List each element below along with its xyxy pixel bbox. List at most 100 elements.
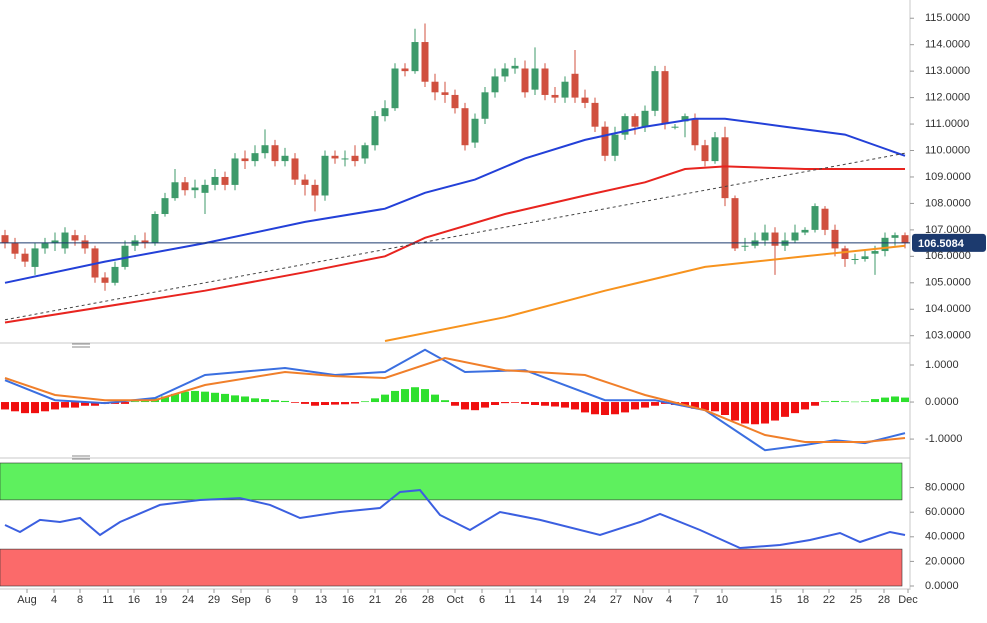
candle-body <box>571 73 579 98</box>
trend-line <box>4 152 906 321</box>
y-tick-label: 108.0000 <box>925 197 971 209</box>
x-tick-label: 4 <box>51 594 57 606</box>
histogram-bar <box>291 402 299 403</box>
candle-body <box>211 176 219 185</box>
x-tick-label: 16 <box>128 594 140 606</box>
histogram-bar <box>161 396 169 403</box>
candle-body <box>51 240 59 244</box>
candle-body <box>271 145 279 162</box>
histogram-bar <box>651 402 659 406</box>
x-tick-label: 18 <box>797 594 809 606</box>
histogram-bar <box>871 399 879 403</box>
histogram-bar <box>171 393 179 403</box>
last-price-label: 106.5084 <box>918 238 965 250</box>
histogram-bar <box>261 399 269 403</box>
candle-body <box>181 182 189 191</box>
candle-body <box>701 145 709 162</box>
candle-body <box>881 237 889 252</box>
y-tick-label: 105.0000 <box>925 277 971 289</box>
candle-body <box>621 116 629 135</box>
indicator-line <box>384 244 906 342</box>
candle-body <box>631 116 639 127</box>
histogram-bar <box>861 401 869 403</box>
candle-body <box>591 102 599 127</box>
candle-body <box>711 137 719 162</box>
x-tick-label: 28 <box>422 594 434 606</box>
candle-body <box>191 187 199 191</box>
candle-body <box>861 256 869 259</box>
histogram-bar <box>501 402 509 404</box>
rsi-zone <box>0 462 903 501</box>
candle-body <box>831 229 839 249</box>
histogram-bar <box>421 389 429 403</box>
candle-body <box>161 198 169 215</box>
x-tick-label: 9 <box>292 594 298 606</box>
histogram-bar <box>441 400 449 403</box>
histogram-bar <box>831 400 839 403</box>
x-tick-label: Aug <box>17 594 37 606</box>
histogram-bar <box>271 400 279 403</box>
histogram-bar <box>201 391 209 403</box>
candle-body <box>551 94 559 98</box>
x-tick-label: 14 <box>530 594 542 606</box>
candle-body <box>491 76 499 93</box>
candle-body <box>381 108 389 117</box>
histogram-bar <box>11 402 19 412</box>
candle-body <box>641 110 649 127</box>
candle-body <box>1 235 9 244</box>
candle-body <box>81 240 89 249</box>
x-tick-label: 29 <box>208 594 220 606</box>
histogram-bar <box>711 402 719 412</box>
candle-body <box>261 145 269 154</box>
candle-body <box>231 158 239 185</box>
histogram-bar <box>811 402 819 406</box>
x-tick-label: Sep <box>231 594 251 606</box>
x-tick-label: 10 <box>716 594 728 606</box>
y-tick-label: 0.0000 <box>925 580 959 592</box>
y-tick-label: 111.0000 <box>925 118 969 130</box>
histogram-bar <box>691 402 699 409</box>
histogram-bar <box>821 401 829 403</box>
y-tick-label: 40.0000 <box>925 531 965 543</box>
candle-body <box>521 68 529 93</box>
y-tick-label: -1.0000 <box>925 433 962 445</box>
histogram-bar <box>231 395 239 403</box>
histogram-bar <box>551 402 559 407</box>
candle-body <box>451 94 459 109</box>
y-tick-label: 115.0000 <box>925 12 970 24</box>
y-tick-label: 20.0000 <box>925 555 965 567</box>
histogram-bar <box>411 387 419 403</box>
candle-body <box>691 118 699 146</box>
x-tick-label: 7 <box>693 594 699 606</box>
resize-handle[interactable] <box>72 455 90 460</box>
histogram-bar <box>371 398 379 403</box>
y-tick-label: 0.0000 <box>925 396 959 408</box>
histogram-bar <box>731 402 739 421</box>
x-tick-label: 6 <box>265 594 271 606</box>
x-tick-label: 22 <box>823 594 835 606</box>
candle-body <box>371 116 379 146</box>
histogram-bar <box>571 402 579 410</box>
candle-body <box>461 108 469 146</box>
x-tick-label: 24 <box>584 594 596 606</box>
histogram-bar <box>61 402 69 408</box>
histogram-bar <box>331 402 339 405</box>
histogram-bar <box>1 402 9 410</box>
histogram-bar <box>891 396 899 403</box>
histogram-bar <box>491 402 499 405</box>
histogram-bar <box>401 389 409 403</box>
x-tick-label: 16 <box>342 594 354 606</box>
indicator-line <box>4 348 906 452</box>
y-tick-label: 109.0000 <box>925 171 971 183</box>
x-tick-label: 27 <box>610 594 622 606</box>
candle-body <box>501 68 509 77</box>
histogram-bar <box>31 402 39 414</box>
candle-body <box>361 145 369 159</box>
histogram-bar <box>281 400 289 403</box>
histogram-bar <box>351 402 359 404</box>
candle-body <box>441 92 449 95</box>
resize-handle[interactable] <box>72 343 90 348</box>
candle-body <box>541 68 549 95</box>
candle-body <box>151 214 159 244</box>
